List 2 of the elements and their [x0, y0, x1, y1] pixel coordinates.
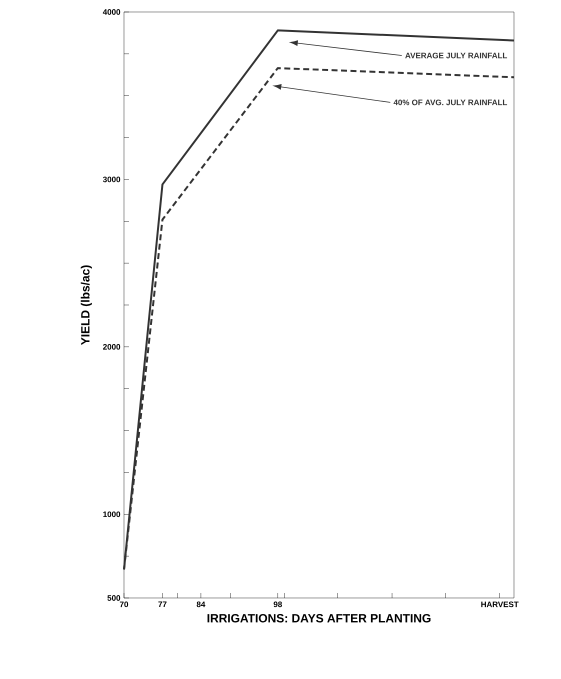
y-axis-title: YIELD (lbs/ac)	[80, 265, 92, 345]
x-axis-title: IRRIGATIONS: DAYS AFTER PLANTING	[208, 614, 430, 622]
